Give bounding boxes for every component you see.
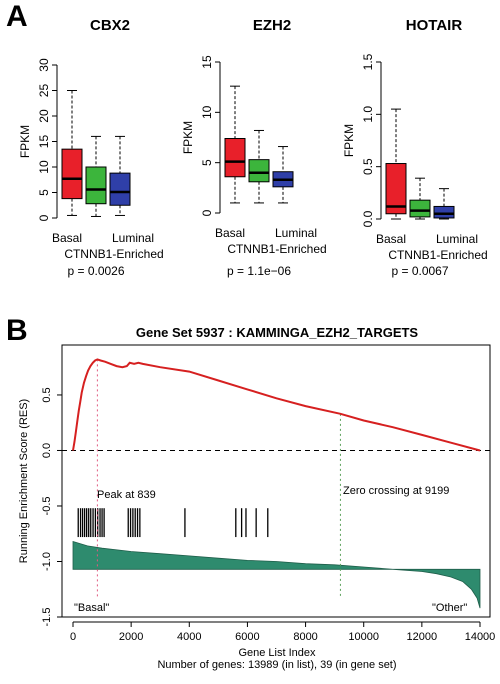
panel-label-a: A	[6, 0, 28, 33]
box-basal	[61, 90, 83, 216]
panel-label-b: B	[6, 314, 28, 347]
y-axis-label: FPKM	[342, 124, 356, 157]
box-basal	[224, 85, 246, 204]
boxplot-1: EZH2 0 5 10 15 FPKM Basal CTNNB1-Enriched Lumina…	[181, 17, 327, 278]
y-tick-label: 1.5	[361, 53, 375, 70]
box-iqr	[409, 199, 431, 218]
y-axis-label: Running Enrichment Score (RES)	[18, 399, 30, 563]
x-tick-label: 14000	[465, 631, 496, 643]
y-tick-label: 1.0	[361, 106, 375, 123]
y-axis-label: FPKM	[18, 125, 32, 158]
y-axis-label: FPKM	[181, 121, 195, 154]
x-tick-label: 8000	[293, 631, 317, 643]
category-label: CTNNB1-Enriched	[227, 242, 326, 256]
category-label: Basal	[376, 232, 406, 246]
plot-frame	[61, 344, 491, 618]
x-tick-label: 2000	[119, 631, 143, 643]
y-tick-label: 0.0	[41, 443, 53, 458]
enrichment-score-line	[72, 358, 481, 452]
y-tick-label: 10	[200, 105, 214, 119]
p-value-label: p = 0.0067	[391, 264, 448, 278]
y-tick-label: 20	[37, 109, 51, 123]
box-ctnnb1-enriched	[409, 177, 431, 220]
y-tick-label: -1.5	[41, 608, 53, 627]
y-tick-label: 0.5	[361, 158, 375, 175]
box-ctnnb1-enriched	[85, 135, 107, 217]
box-luminal	[109, 135, 131, 216]
peak-annotation: Peak at 839	[97, 489, 156, 501]
category-label: Basal	[52, 231, 82, 245]
y-tick-label: 5	[200, 159, 214, 166]
x-axis-label: Gene List Index	[238, 647, 316, 659]
box-luminal	[433, 188, 455, 220]
box-iqr	[61, 148, 83, 200]
category-label: Luminal	[436, 232, 478, 246]
y-tick-label: 0.0	[361, 210, 375, 227]
category-label: Luminal	[112, 231, 154, 245]
category-label: CTNNB1-Enriched	[388, 248, 487, 262]
zero-crossing-annotation: Zero crossing at 9199	[343, 485, 449, 497]
other-end-label: "Other"	[432, 602, 467, 614]
p-value-label: p = 1.1e−06	[227, 264, 291, 278]
y-tick-label: 15	[37, 135, 51, 149]
box-luminal	[272, 146, 294, 204]
box-iqr	[224, 138, 246, 178]
boxplot-title: CBX2	[90, 17, 130, 34]
boxplot-0: CBX2 0 5 10 15 20 25 30 FPKM Basal CTNNB1-Enriched…	[18, 17, 164, 278]
y-tick-label: 10	[37, 160, 51, 174]
box-ctnnb1-enriched	[248, 129, 270, 204]
x-tick-label: 10000	[348, 631, 379, 643]
basal-end-label: "Basal"	[74, 602, 109, 614]
box-basal	[385, 108, 407, 220]
y-tick-label: -1.0	[41, 552, 53, 571]
box-iqr	[85, 166, 107, 205]
gene-count-subtitle: Number of genes: 13989 (in list), 39 (in…	[157, 659, 396, 671]
y-tick-label: 15	[200, 55, 214, 69]
x-tick-label: 4000	[177, 631, 201, 643]
category-label: Luminal	[275, 226, 317, 240]
category-label: Basal	[215, 226, 245, 240]
y-tick-label: 0	[37, 214, 51, 221]
y-tick-label: 0.5	[41, 387, 53, 402]
y-tick-label: 30	[37, 58, 51, 72]
boxplot-2: HOTAIR 0.0 0.5 1.0 1.5 FPKM Basal CTNNB1-Enrich…	[342, 17, 488, 278]
boxplot-title: EZH2	[253, 17, 291, 34]
p-value-label: p = 0.0026	[67, 264, 124, 278]
gsea-title: Gene Set 5937 : KAMMINGA_EZH2_TARGETS	[136, 325, 419, 340]
ranked-metric-area	[72, 540, 481, 609]
x-tick-label: 12000	[407, 631, 438, 643]
x-tick-label: 6000	[235, 631, 259, 643]
boxplot-title: HOTAIR	[406, 17, 463, 34]
category-label: CTNNB1-Enriched	[64, 247, 163, 261]
y-tick-label: 5	[37, 189, 51, 196]
box-iqr	[248, 159, 270, 183]
y-tick-label: 25	[37, 84, 51, 98]
x-tick-label: 0	[70, 631, 76, 643]
y-tick-label: -0.5	[41, 496, 53, 515]
y-tick-label: 0	[200, 209, 214, 216]
box-iqr	[385, 163, 407, 215]
box-iqr	[109, 172, 131, 206]
box-iqr	[433, 205, 455, 219]
gsea-plot: Gene Set 5937 : KAMMINGA_EZH2_TARGETS Pea…	[18, 325, 495, 671]
